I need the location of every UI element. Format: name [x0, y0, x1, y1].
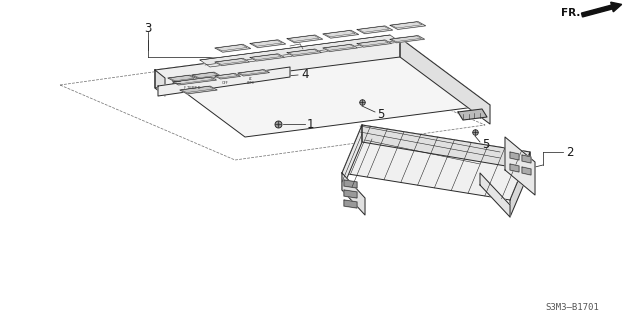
Polygon shape	[287, 49, 322, 56]
Polygon shape	[342, 125, 530, 200]
Text: F TEMP D: F TEMP D	[183, 86, 200, 90]
Polygon shape	[342, 125, 362, 190]
Polygon shape	[215, 58, 250, 66]
Polygon shape	[168, 75, 197, 82]
Polygon shape	[158, 67, 290, 96]
Text: AC
AUTO: AC AUTO	[247, 77, 255, 85]
Polygon shape	[200, 35, 400, 67]
Polygon shape	[522, 155, 531, 163]
Polygon shape	[480, 173, 510, 217]
Text: S3M3—B1701: S3M3—B1701	[545, 303, 599, 313]
Text: 3: 3	[145, 21, 152, 35]
Polygon shape	[215, 44, 251, 52]
Polygon shape	[215, 73, 241, 79]
Polygon shape	[344, 190, 357, 198]
Polygon shape	[458, 109, 487, 120]
Polygon shape	[342, 173, 365, 215]
Text: OFF: OFF	[222, 81, 229, 85]
Polygon shape	[173, 77, 217, 85]
Polygon shape	[155, 38, 400, 88]
Polygon shape	[390, 22, 426, 29]
Polygon shape	[287, 35, 323, 43]
Polygon shape	[522, 167, 531, 175]
Polygon shape	[357, 26, 392, 34]
Text: 5: 5	[377, 108, 385, 121]
Text: FR.: FR.	[561, 8, 580, 18]
Polygon shape	[155, 38, 490, 137]
Polygon shape	[155, 70, 165, 96]
Polygon shape	[510, 152, 519, 160]
Polygon shape	[323, 44, 357, 52]
Text: 5: 5	[482, 138, 490, 150]
Polygon shape	[250, 40, 286, 48]
Polygon shape	[510, 152, 530, 217]
Polygon shape	[400, 38, 490, 124]
Polygon shape	[180, 86, 217, 94]
Polygon shape	[323, 30, 359, 38]
Polygon shape	[344, 180, 357, 188]
Polygon shape	[250, 54, 285, 61]
Polygon shape	[362, 125, 530, 170]
Polygon shape	[357, 40, 392, 47]
Polygon shape	[390, 36, 425, 43]
Polygon shape	[192, 72, 222, 79]
Text: 4: 4	[301, 68, 309, 81]
Polygon shape	[344, 200, 357, 208]
Polygon shape	[238, 70, 269, 76]
FancyArrow shape	[582, 2, 622, 17]
Polygon shape	[505, 137, 535, 195]
Polygon shape	[510, 164, 519, 172]
Text: 1: 1	[306, 117, 314, 131]
Text: 2: 2	[566, 146, 574, 158]
